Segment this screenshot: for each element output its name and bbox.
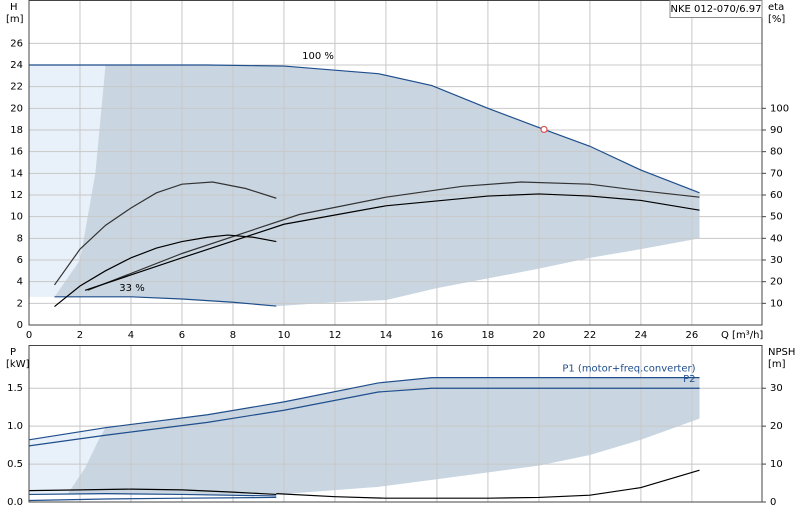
title-box xyxy=(669,0,763,18)
curve xyxy=(29,64,700,194)
x-tick-label: 2 xyxy=(77,330,83,341)
y-tick-label: 24 xyxy=(10,60,23,71)
y-tick-label: 1.5 xyxy=(7,383,23,394)
series-label: P1 (motor+freq.converter) xyxy=(562,364,695,375)
y-tick-label: 26 xyxy=(10,38,23,49)
x-tick-label: 26 xyxy=(686,330,699,341)
x-tick-label: 0 xyxy=(26,330,32,341)
x-tick-label: 6 xyxy=(179,330,185,341)
x-tick-label: 16 xyxy=(431,330,444,341)
y-axis-label: P xyxy=(10,347,16,358)
y-tick-label: 1.0 xyxy=(7,421,23,432)
curve xyxy=(54,234,277,308)
x-tick-label: 24 xyxy=(635,330,648,341)
operating-area xyxy=(29,65,106,297)
x-tick-label: 12 xyxy=(329,330,342,341)
y-tick-label: 2 xyxy=(17,298,23,309)
y-tick-label: 0.5 xyxy=(7,459,23,470)
curve xyxy=(87,181,700,291)
y2-tick-label: 0 xyxy=(770,497,776,508)
y-axis-label: H xyxy=(10,2,18,13)
x-tick-label: 20 xyxy=(533,330,546,341)
y2-tick-label: 100 xyxy=(770,103,789,114)
y2-axis-unit: [m] xyxy=(768,359,786,370)
x-tick-label: 8 xyxy=(230,330,236,341)
series-label: P2 xyxy=(683,374,695,385)
y2-tick-label: 10 xyxy=(770,459,783,470)
y2-tick-label: 20 xyxy=(770,277,783,288)
y-tick-label: 22 xyxy=(10,82,23,93)
duty-point xyxy=(540,125,548,134)
y-axis-unit: [m] xyxy=(6,14,24,25)
y2-axis-label: NPSH xyxy=(768,347,795,358)
y-tick-label: 16 xyxy=(10,147,23,158)
y2-axis-label: eta xyxy=(768,2,784,13)
y2-tick-label: 80 xyxy=(770,147,783,158)
plot-frame xyxy=(28,345,763,503)
annotation: 100 % xyxy=(302,51,334,62)
x-tick-label: 10 xyxy=(278,330,291,341)
y2-axis-unit: [%] xyxy=(768,14,785,25)
curve xyxy=(54,181,277,286)
y2-tick-label: 60 xyxy=(770,190,783,201)
curve xyxy=(84,193,700,291)
operating-area xyxy=(54,65,700,307)
plot-frame xyxy=(28,0,763,326)
y-tick-label: 10 xyxy=(10,212,23,223)
y-tick-label: 0.0 xyxy=(7,497,23,508)
y2-tick-label: 40 xyxy=(770,233,783,244)
y2-tick-label: 90 xyxy=(770,125,783,136)
y2-tick-label: 30 xyxy=(770,383,783,394)
curve xyxy=(54,296,277,307)
y2-tick-label: 30 xyxy=(770,255,783,266)
x-tick-label: 18 xyxy=(482,330,495,341)
y2-tick-label: 10 xyxy=(770,298,783,309)
operating-area xyxy=(29,427,106,495)
y2-tick-label: 20 xyxy=(770,421,783,432)
curve xyxy=(28,493,277,497)
x-tick-label: 22 xyxy=(584,330,597,341)
y-tick-label: 14 xyxy=(10,168,23,179)
y-tick-label: 12 xyxy=(10,190,23,201)
chart-title: NKE 012-070/6.97 xyxy=(671,4,762,15)
x-tick-label: 4 xyxy=(128,330,134,341)
y-tick-label: 8 xyxy=(17,233,23,244)
y-axis-unit: [kW] xyxy=(6,359,30,370)
curve xyxy=(28,488,277,496)
y-tick-label: 4 xyxy=(17,277,23,288)
y2-tick-label: 70 xyxy=(770,168,783,179)
y-tick-label: 20 xyxy=(10,103,23,114)
y2-tick-label: 50 xyxy=(770,212,783,223)
curve xyxy=(28,496,277,502)
curve xyxy=(276,469,700,499)
x-axis-label: Q [m³/h] xyxy=(721,330,763,341)
y-tick-label: 6 xyxy=(17,255,23,266)
y-tick-label: 0 xyxy=(17,320,23,331)
curve xyxy=(28,377,700,441)
operating-area xyxy=(67,377,700,495)
curve xyxy=(28,387,700,447)
x-tick-label: 14 xyxy=(380,330,393,341)
annotation: 33 % xyxy=(119,283,144,294)
y-tick-label: 18 xyxy=(10,125,23,136)
